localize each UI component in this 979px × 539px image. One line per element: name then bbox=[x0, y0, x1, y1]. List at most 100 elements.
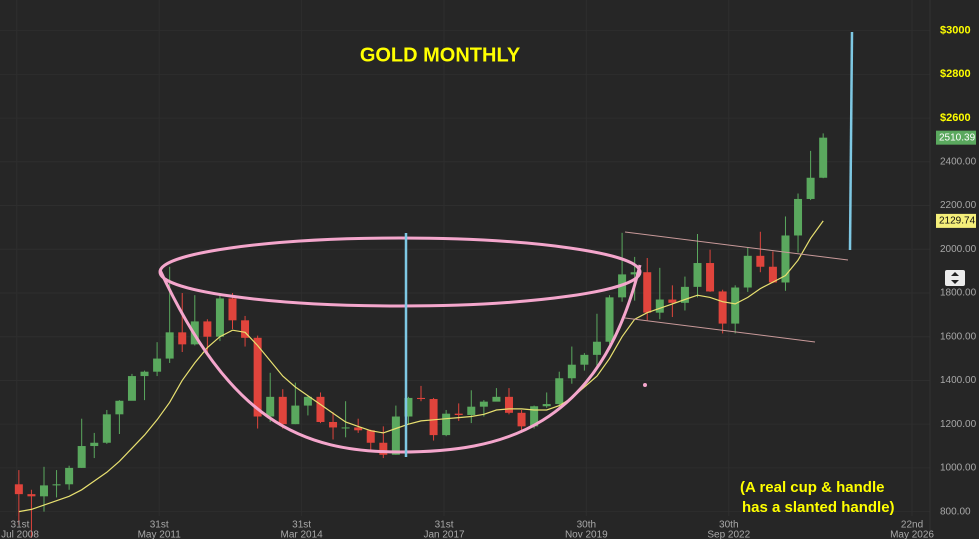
candle-body bbox=[178, 332, 187, 345]
candle-body bbox=[303, 396, 312, 406]
callout-label: $2800 bbox=[940, 68, 971, 80]
x-tick-label: 31st bbox=[435, 520, 454, 531]
callout-bg bbox=[935, 110, 977, 127]
y-tick-label: 1200.00 bbox=[940, 419, 977, 430]
candle-body bbox=[756, 255, 765, 267]
candle-body bbox=[429, 399, 438, 436]
x-tick-label: 31st bbox=[292, 520, 311, 531]
candle-body bbox=[115, 400, 124, 415]
candle-body bbox=[153, 358, 162, 372]
annotation: has a slanted handle) bbox=[742, 499, 895, 516]
x-tick-label: May 2026 bbox=[890, 530, 934, 539]
candle-body bbox=[794, 198, 803, 236]
candle-body bbox=[417, 397, 426, 400]
candle-body bbox=[781, 235, 790, 283]
candle-body bbox=[77, 446, 86, 468]
candle-body bbox=[278, 396, 287, 425]
x-tick-label: 31st bbox=[150, 520, 169, 531]
moving-average bbox=[18, 220, 824, 513]
callout-label: $2600 bbox=[940, 112, 971, 124]
chart-title: GOLD MONTHLY bbox=[360, 44, 521, 66]
candle-body bbox=[14, 484, 23, 495]
candle-body bbox=[366, 430, 375, 443]
candle-body bbox=[542, 404, 551, 407]
candle-body bbox=[655, 299, 664, 313]
ma-tag bbox=[936, 213, 976, 228]
candle-body bbox=[530, 406, 539, 427]
candle-body bbox=[605, 297, 614, 342]
candle-body bbox=[555, 378, 564, 405]
candle-body bbox=[492, 396, 501, 402]
candle-body bbox=[379, 442, 388, 455]
candle-body bbox=[706, 263, 715, 292]
x-tick-label: Mar 2014 bbox=[280, 530, 323, 539]
candle-body bbox=[454, 413, 463, 415]
x-tick-label: 30th bbox=[577, 520, 596, 531]
candle-body bbox=[718, 291, 727, 324]
x-tick-label: Nov 2019 bbox=[565, 530, 608, 539]
callout-label: $3000 bbox=[940, 25, 971, 37]
candle-body bbox=[643, 272, 652, 313]
handle-channel-top bbox=[624, 231, 849, 261]
candle-body bbox=[517, 412, 526, 427]
candle-body bbox=[215, 298, 224, 337]
candle-body bbox=[567, 364, 576, 379]
last-price-tag bbox=[936, 130, 976, 145]
x-tick-label: Sep 2022 bbox=[707, 530, 750, 539]
axis-tool[interactable] bbox=[945, 270, 965, 286]
y-tick-label: 800.00 bbox=[940, 506, 971, 517]
y-tick-label: 2000.00 bbox=[940, 244, 977, 255]
candle-body bbox=[442, 413, 451, 436]
ma-label: 2129.74 bbox=[939, 216, 976, 227]
candle-body bbox=[668, 299, 677, 303]
candle-body bbox=[329, 421, 338, 428]
candle-body bbox=[203, 321, 212, 337]
candle-body bbox=[806, 177, 815, 199]
candle-body bbox=[27, 494, 36, 497]
candle-body bbox=[140, 371, 149, 377]
axes: 800.00 1000.00 1200.00 1400.00 1600.00 1800.0… bbox=[1, 22, 977, 539]
candle-body bbox=[228, 298, 237, 321]
x-tick-label: 30th bbox=[719, 520, 738, 531]
pattern-drawings bbox=[158, 31, 854, 457]
candle-body bbox=[391, 416, 400, 455]
candle-body bbox=[316, 396, 325, 422]
candle-body bbox=[90, 442, 99, 447]
candle-body bbox=[404, 397, 413, 417]
candle-body bbox=[479, 401, 488, 407]
y-tick-label: 2400.00 bbox=[940, 156, 977, 167]
candle-body bbox=[52, 484, 61, 486]
candle-body bbox=[266, 396, 275, 417]
x-tick-label: 22nd bbox=[901, 520, 923, 531]
candle-body bbox=[630, 272, 639, 275]
candle-body bbox=[253, 337, 262, 417]
candle-body bbox=[291, 405, 300, 425]
last-price-label: 2510.39 bbox=[939, 132, 976, 143]
candle-body bbox=[467, 406, 476, 415]
x-tick-label: 31st bbox=[11, 520, 30, 531]
y-tick-label: 1000.00 bbox=[940, 463, 977, 474]
candle-body bbox=[102, 414, 111, 443]
candle-body bbox=[504, 396, 513, 413]
candle-body bbox=[592, 341, 601, 355]
candle-body bbox=[731, 287, 740, 324]
annotation: (A real cup & handle bbox=[740, 479, 884, 496]
candle-body bbox=[127, 376, 136, 401]
target-projection bbox=[848, 31, 854, 251]
candle-body bbox=[768, 266, 777, 283]
marker-dot bbox=[643, 383, 647, 387]
y-tick-label: 1400.00 bbox=[940, 375, 977, 386]
x-tick-label: Jul 2008 bbox=[1, 530, 39, 539]
candle-body bbox=[580, 354, 589, 365]
candle-body bbox=[341, 427, 350, 429]
candle-body bbox=[743, 255, 752, 288]
handle-channel-bottom bbox=[624, 317, 816, 343]
y-tick-label: 1600.00 bbox=[940, 331, 977, 342]
axis-tool-button[interactable] bbox=[945, 270, 965, 286]
candle-body bbox=[165, 332, 174, 359]
candle-body bbox=[680, 286, 689, 303]
candle-body bbox=[39, 485, 48, 497]
